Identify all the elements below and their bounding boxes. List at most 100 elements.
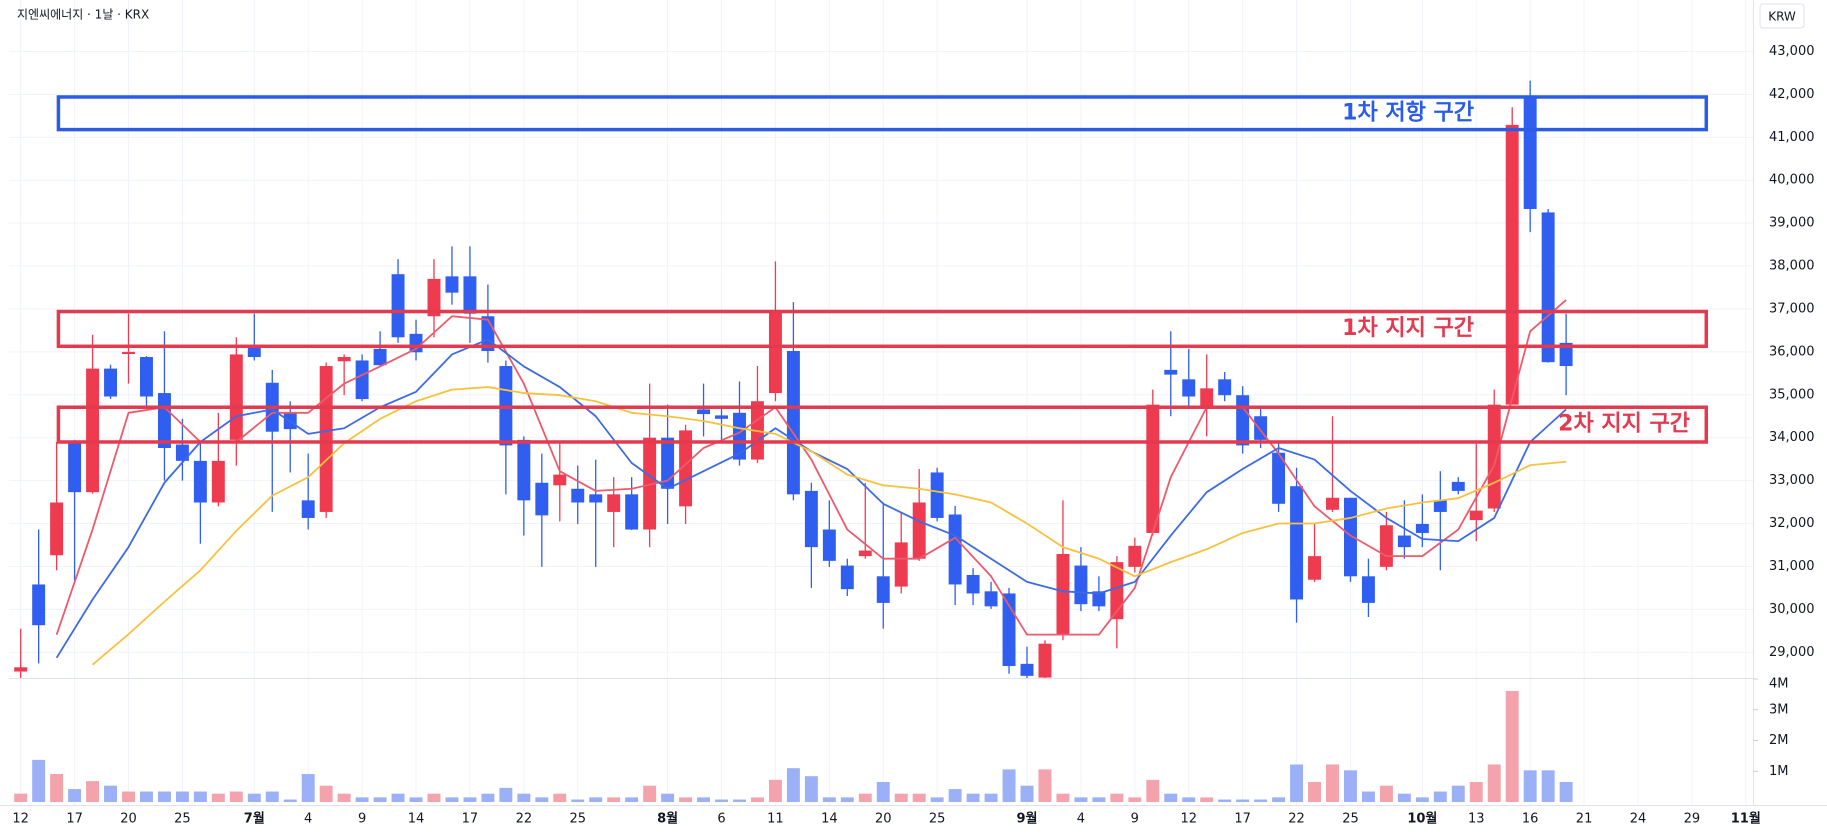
volume-bar — [553, 793, 567, 802]
volume-bar — [535, 797, 549, 802]
candle-body — [966, 575, 980, 594]
volume-bar — [1200, 797, 1214, 802]
volume-bar — [391, 793, 405, 802]
volume-bar — [1379, 785, 1393, 802]
candle-body — [211, 460, 225, 503]
volume-bar — [876, 782, 890, 802]
candle-body — [930, 472, 944, 518]
x-tick-label: 21 — [1576, 812, 1593, 827]
candle-body — [517, 439, 531, 501]
candle-body — [122, 351, 135, 355]
volume-bar — [822, 797, 836, 802]
volume-tick-label: 1M — [1769, 764, 1789, 779]
price-pane — [14, 80, 1573, 678]
candle-body — [1110, 562, 1124, 620]
candle-body — [1541, 212, 1555, 363]
y-tick-label: 39,000 — [1769, 216, 1815, 231]
candle-body — [1487, 404, 1501, 509]
candle-body — [553, 474, 567, 486]
volume-bar — [1164, 793, 1178, 802]
candle-body — [301, 500, 315, 518]
y-tick-label: 37,000 — [1769, 301, 1815, 316]
x-tick-label: 14 — [408, 812, 425, 827]
volume-bar — [319, 785, 333, 802]
candle-body — [912, 502, 926, 559]
volume-bar — [1218, 799, 1232, 802]
candle-body — [337, 357, 351, 362]
candle-body — [1020, 663, 1034, 676]
candle-body — [1469, 510, 1483, 521]
volume-bar — [1002, 769, 1016, 802]
candle-body — [804, 490, 818, 548]
candle-body — [625, 494, 639, 530]
candle-body — [1128, 545, 1142, 567]
candle-body — [768, 310, 782, 394]
volume-bar — [50, 774, 64, 802]
candle-body — [391, 274, 405, 338]
moving-average-line — [55, 299, 1567, 636]
x-tick-label: 20 — [875, 812, 892, 827]
volume-bar — [157, 791, 171, 802]
candle-body — [948, 514, 962, 585]
candle-body — [1038, 643, 1052, 678]
volume-bar — [804, 776, 818, 802]
volume-bar — [589, 797, 603, 802]
volume-bar — [1559, 782, 1573, 802]
y-tick-label: 31,000 — [1769, 559, 1815, 574]
candle-body — [193, 460, 207, 503]
volume-bar — [1272, 797, 1286, 802]
candle-body — [1236, 395, 1250, 446]
volume-bar — [1092, 797, 1106, 802]
candle-body — [1433, 500, 1447, 512]
volume-bar — [265, 791, 279, 802]
volume-bar — [894, 793, 908, 802]
volume-bar — [337, 793, 351, 802]
candle-body — [445, 276, 459, 293]
volume-bar — [1415, 797, 1429, 802]
volume-bar — [661, 793, 675, 802]
volume-bar — [1308, 782, 1321, 802]
volume-bar — [211, 793, 225, 802]
volume-bar — [1541, 770, 1555, 802]
candle-body — [319, 366, 333, 512]
candle-body — [1451, 481, 1465, 491]
y-tick-label: 38,000 — [1769, 259, 1815, 274]
volume-bar — [768, 779, 782, 802]
volume-bar — [193, 791, 207, 802]
volume-bar — [409, 797, 423, 802]
volume-bar — [86, 781, 100, 802]
x-tick-label: 7월 — [244, 811, 265, 827]
candle-body — [876, 576, 890, 603]
candle-body — [1146, 404, 1160, 533]
volume-pane — [14, 690, 1573, 802]
candle-body — [427, 278, 441, 317]
x-tick-label: 10월 — [1407, 811, 1437, 827]
zone-box — [56, 95, 1709, 132]
volume-bar — [1451, 785, 1465, 802]
currency: KRW — [1768, 10, 1796, 24]
volume-bar — [68, 789, 82, 802]
zone-label: 1차 지지 구간 — [1342, 316, 1474, 341]
volume-bar — [750, 797, 764, 802]
volume-bar — [104, 785, 118, 802]
x-tick-label: 11 — [767, 812, 784, 827]
x-tick-label: 9월 — [1016, 811, 1037, 827]
y-tick-label: 40,000 — [1769, 173, 1815, 188]
volume-bar — [355, 797, 369, 802]
candle-body — [104, 368, 118, 397]
volume-bar — [930, 797, 944, 802]
volume-bar — [625, 797, 639, 802]
volume-tick-label: 3M — [1769, 702, 1789, 717]
labels: 1차 저항 구간 1차 지지 구간 2차 지지 구간 — [56, 95, 1709, 444]
volume-bar — [715, 799, 728, 802]
volume-bar — [1344, 770, 1357, 802]
volume-bar — [679, 797, 693, 802]
candle-body — [858, 550, 872, 557]
volume-bar — [1056, 793, 1070, 802]
volume-bar — [733, 799, 746, 802]
candle-body — [1308, 556, 1321, 580]
volume-bar — [1182, 797, 1196, 802]
